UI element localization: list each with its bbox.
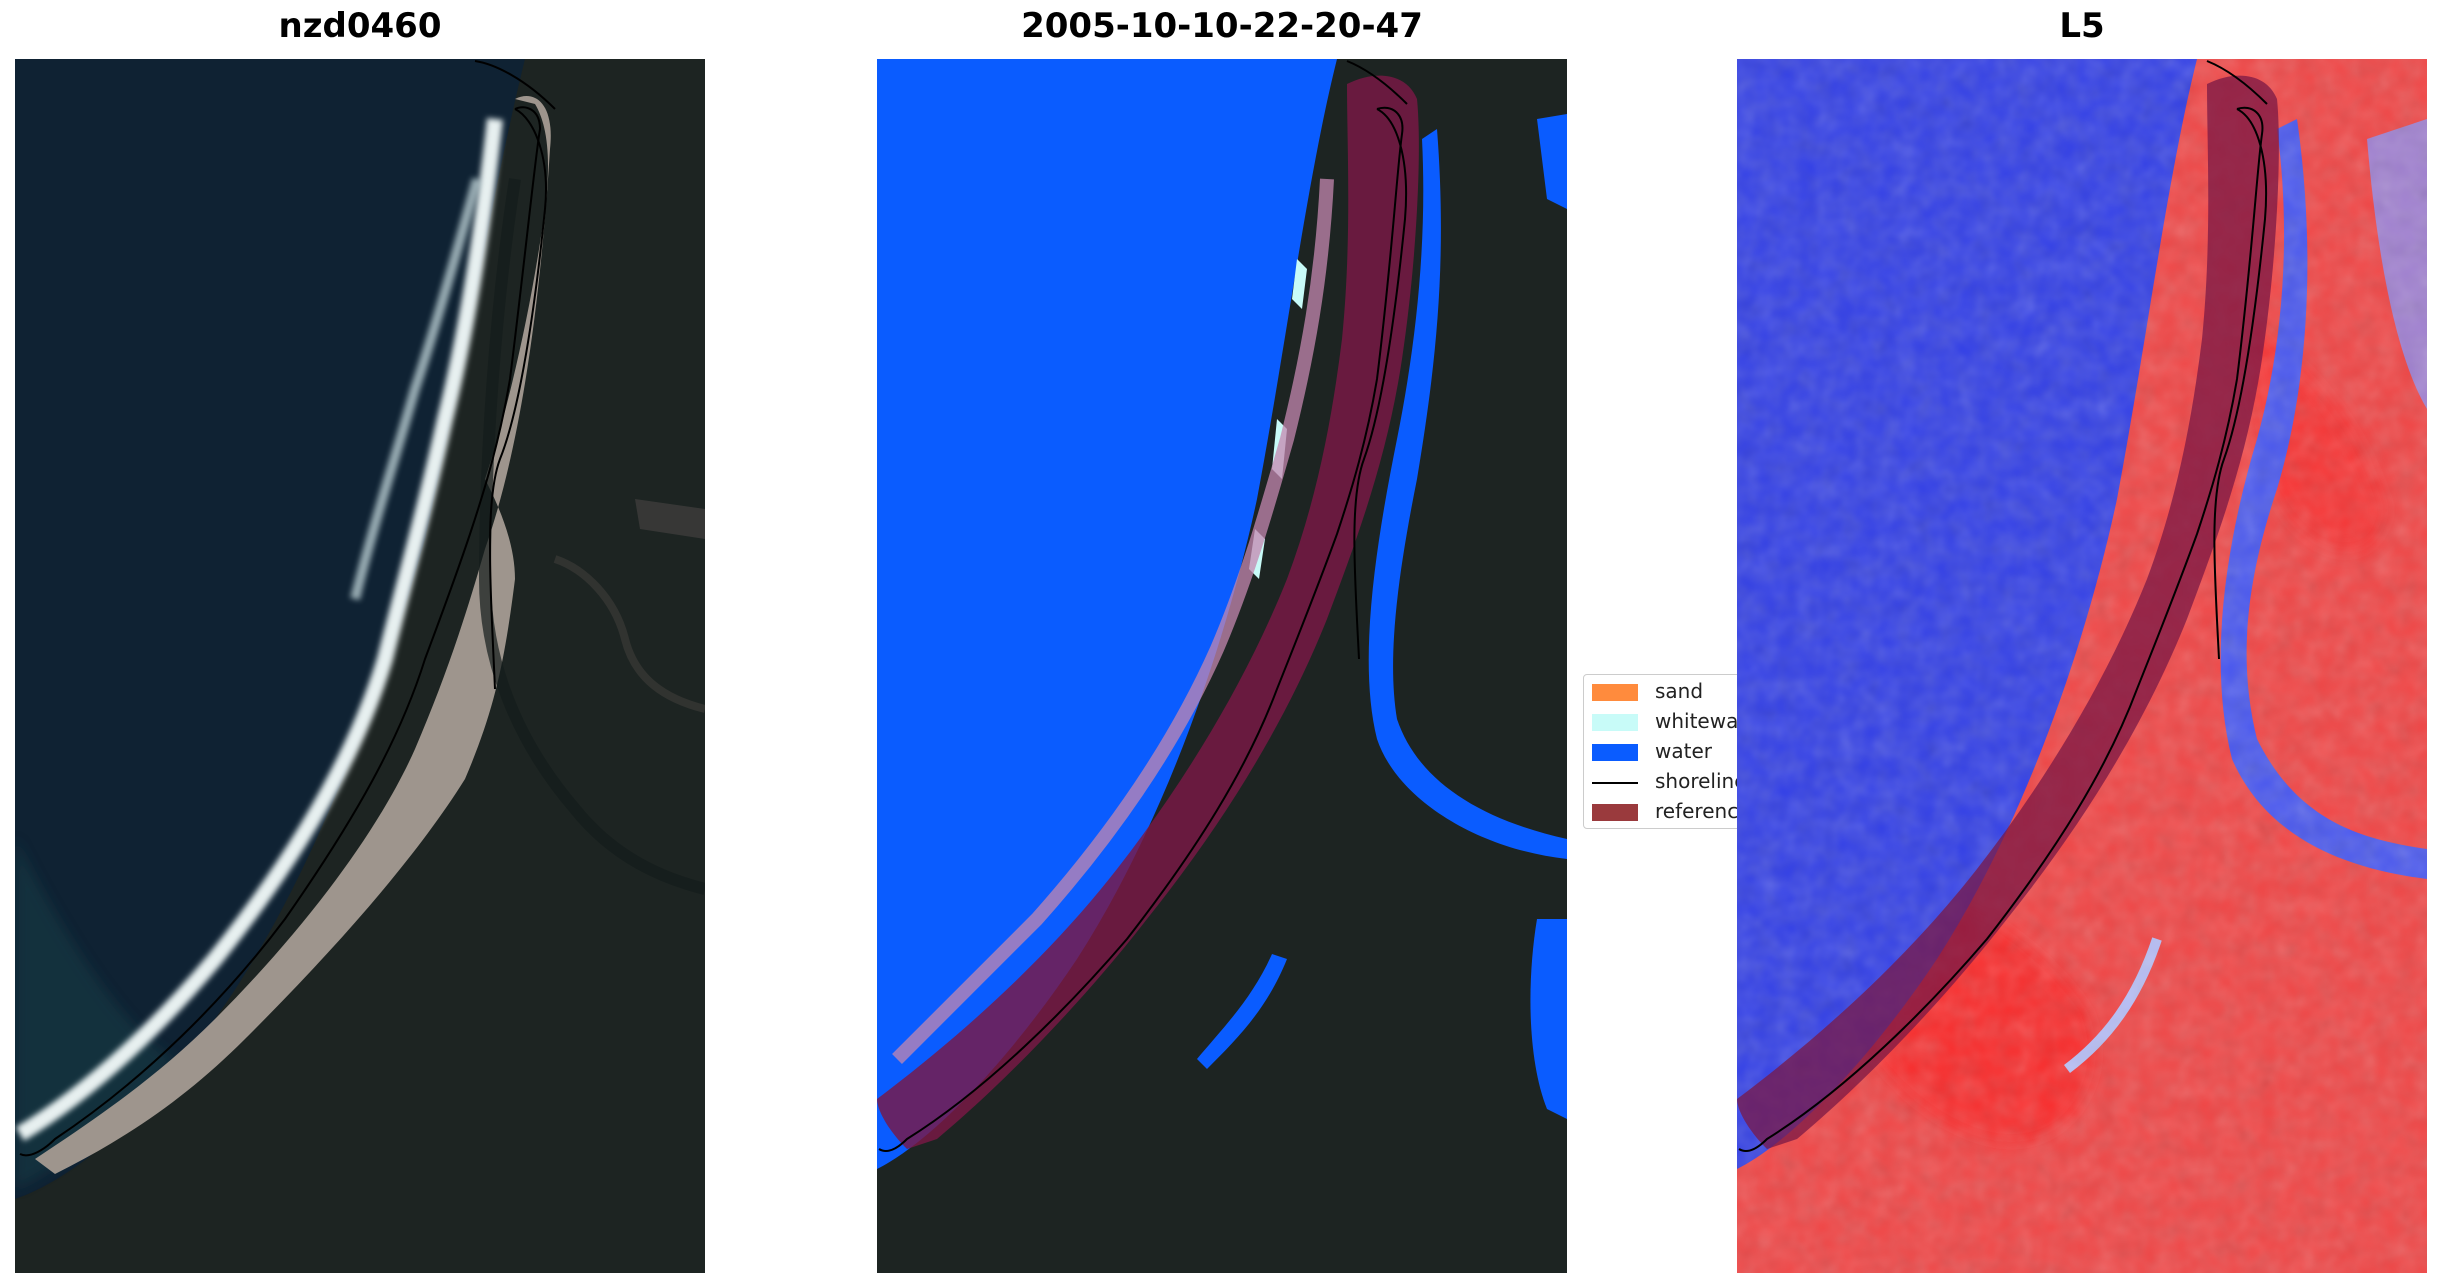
index-image-panel [1737, 59, 2427, 1273]
legend-label-sand: sand [1655, 679, 1704, 703]
shoreline-swatch [1592, 782, 1638, 784]
legend-label-reference: reference [1655, 799, 1751, 823]
classified-river [1368, 129, 1567, 859]
legend-label-shoreline: shoreline [1655, 769, 1747, 793]
reference-buffer [1737, 75, 2279, 1149]
whitewater-swatch [1592, 714, 1638, 731]
rgb-image-panel [15, 59, 705, 1273]
classified-image-panel [877, 59, 1567, 1273]
sand-beach [35, 96, 551, 1175]
sand-swatch [1592, 684, 1638, 701]
water-swatch [1592, 744, 1638, 761]
panel-title-index: L5 [2059, 6, 2105, 46]
shoreline [1738, 60, 2268, 1152]
reference-swatch [1592, 804, 1638, 821]
panel-title-rgb: nzd0460 [278, 6, 442, 46]
surf-line [15, 118, 503, 1141]
panel-title-classified: 2005-10-10-22-20-47 [1021, 6, 1423, 46]
index-image [1737, 59, 2427, 1273]
reference-buffer [877, 75, 1419, 1149]
legend-label-water: water [1655, 739, 1712, 763]
ocean [15, 59, 525, 1199]
legend: sand whitewater water shoreline referenc… [1583, 674, 1767, 829]
classified-image [877, 59, 1567, 1273]
shoreline [878, 60, 1408, 1152]
sand-patches [892, 178, 1334, 1064]
classified-water [877, 59, 1337, 1169]
rgb-image [15, 59, 705, 1273]
shoreline [19, 60, 556, 1157]
